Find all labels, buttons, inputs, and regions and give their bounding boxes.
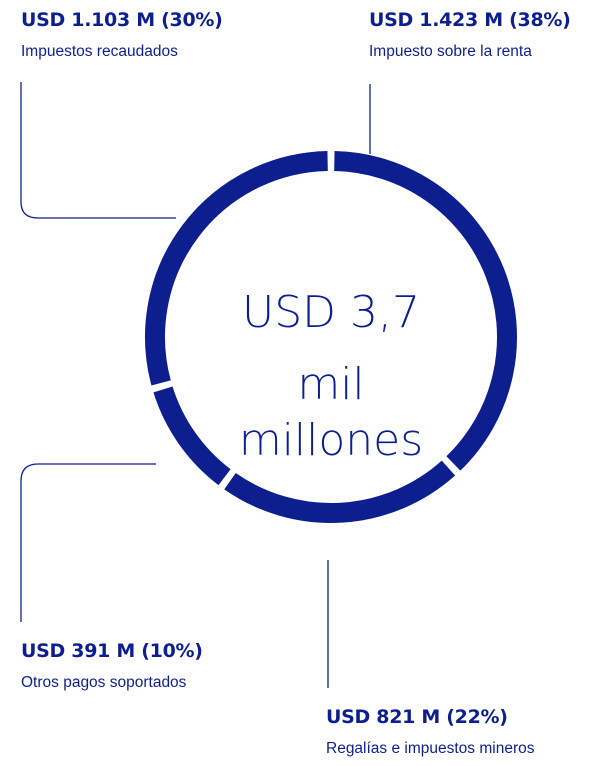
callout-label: Otros pagos soportados xyxy=(21,674,187,691)
callout-label: Impuesto sobre la renta xyxy=(369,43,532,60)
leader-taxes-collected xyxy=(20,82,176,219)
leader-other-payments xyxy=(20,463,156,622)
callout-income-tax: USD 1.423 M (38%) Impuesto sobre la rent… xyxy=(369,9,571,61)
callout-mining-royalties: USD 821 M (22%) Regalías e impuestos min… xyxy=(326,706,535,758)
total-amount: USD 3,7 xyxy=(242,287,420,338)
slice-income-tax xyxy=(334,151,517,471)
callout-value: USD 1.103 M (30%) xyxy=(21,9,223,31)
callout-other-payments: USD 391 M (10%) Otros pagos soportados xyxy=(21,640,203,692)
callout-value: USD 1.423 M (38%) xyxy=(369,9,571,31)
total-unit: mil millones xyxy=(238,359,424,466)
callout-label: Impuestos recaudados xyxy=(21,43,178,60)
callout-value: USD 821 M (22%) xyxy=(326,706,508,728)
callout-taxes-collected: USD 1.103 M (30%) Impuestos recaudados xyxy=(21,9,223,61)
callout-value: USD 391 M (10%) xyxy=(21,640,203,662)
slice-other-payments xyxy=(153,386,231,486)
slice-mining-royalties xyxy=(224,460,456,523)
slice-taxes-collected xyxy=(145,151,328,386)
callout-label: Regalías e impuestos mineros xyxy=(326,740,535,757)
